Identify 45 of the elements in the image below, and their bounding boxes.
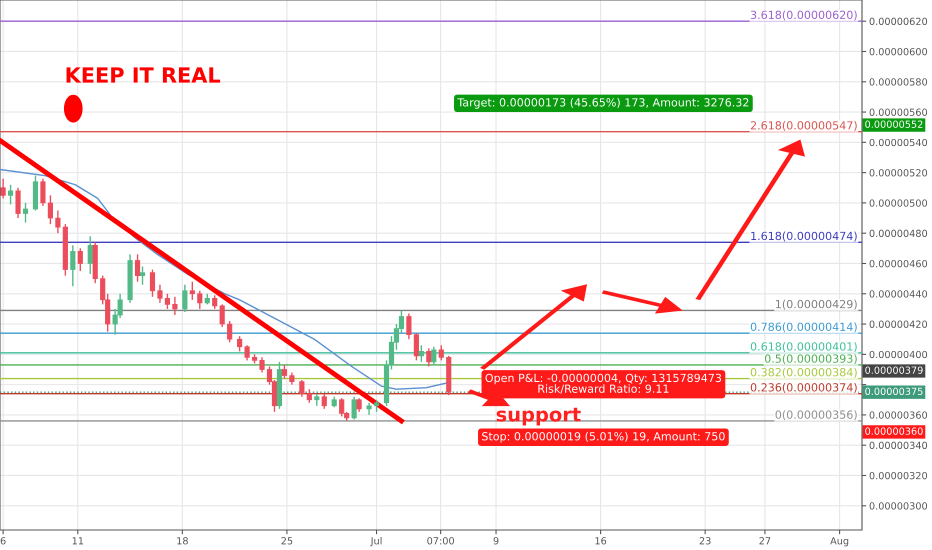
annotation: Target: 0.00000173 (45.65%) 173, Amount: 3276.32 bbox=[457, 98, 748, 109]
y-tick-label: 0.00000540 bbox=[870, 138, 928, 146]
ref-line-label: 1(0.00000429) bbox=[776, 300, 857, 310]
y-tick-label: 0.00000320 bbox=[870, 472, 928, 480]
y-tick-label: 0.00000620 bbox=[870, 18, 928, 26]
text: 0.00000379 bbox=[865, 366, 923, 374]
x-tick-label: 07:00 bbox=[427, 537, 454, 544]
y-tick-label: 0.00000520 bbox=[870, 169, 928, 176]
ref-line-label: 0(0.00000356) bbox=[776, 410, 857, 420]
ref-line-label: 3.618(0.00000620) bbox=[750, 10, 857, 20]
ref-line-label: 0.5(0.00000393) bbox=[764, 354, 857, 364]
y-tick-label: 0.00000600 bbox=[870, 48, 928, 56]
y-tick-label: 0.00000560 bbox=[870, 108, 928, 116]
x-tick-label: 16 bbox=[595, 537, 606, 544]
y-tick-label: 0.00000440 bbox=[870, 290, 928, 298]
x-tick-label: 25 bbox=[281, 537, 292, 544]
y-tick-label: 0.00000480 bbox=[870, 230, 928, 238]
y-tick-label: 0.00000420 bbox=[870, 320, 928, 328]
x-tick-label: Jul bbox=[370, 536, 382, 546]
ref-line-label: 0.618(0.00000401) bbox=[750, 342, 857, 352]
x-tick-label: 11 bbox=[72, 537, 84, 544]
ref-line-label: 0.786(0.00000414) bbox=[750, 322, 857, 332]
y-tick-label: 0.00000300 bbox=[870, 502, 928, 510]
y-tick-label: 0.00000340 bbox=[870, 442, 928, 450]
ref-line-label: 2.618(0.00000547) bbox=[750, 121, 857, 131]
x-tick-label: 27 bbox=[759, 537, 770, 544]
ref-line-label: 0.382(0.00000384) bbox=[750, 368, 857, 378]
annotation: Stop: 0.00000019 (5.01%) 19, Amount: 750 bbox=[482, 432, 725, 443]
x-tick-label: Aug bbox=[830, 537, 848, 546]
ref-line-label: 0.236(0.00000374) bbox=[750, 382, 857, 393]
y-tick-label: 0.00000400 bbox=[870, 350, 928, 358]
x-tick-label: 23 bbox=[700, 537, 711, 544]
ref-line-label: 0.00000375 bbox=[865, 388, 922, 396]
ref-line-label: 1.618(0.00000474) bbox=[751, 232, 857, 242]
y-tick-label: 0.00000360 bbox=[870, 411, 928, 419]
y-tick-label: 0.00000580 bbox=[870, 78, 928, 86]
annotation: KEEP IT REAL bbox=[66, 67, 220, 83]
annotation: Open P&L: -0.00000004, Qty: 1315789473 Risk/Reward Ratio: 9.11 bbox=[485, 374, 722, 394]
y-tick-label: 0.00000460 bbox=[870, 260, 928, 268]
x-tick-label: 6 bbox=[0, 537, 6, 544]
text: 0.00000552 bbox=[865, 120, 922, 128]
y-tick-label: 0.00000500 bbox=[870, 199, 928, 207]
annotation: support bbox=[496, 408, 581, 426]
x-tick-label: 9 bbox=[494, 537, 498, 544]
x-tick-label: 18 bbox=[177, 537, 188, 544]
